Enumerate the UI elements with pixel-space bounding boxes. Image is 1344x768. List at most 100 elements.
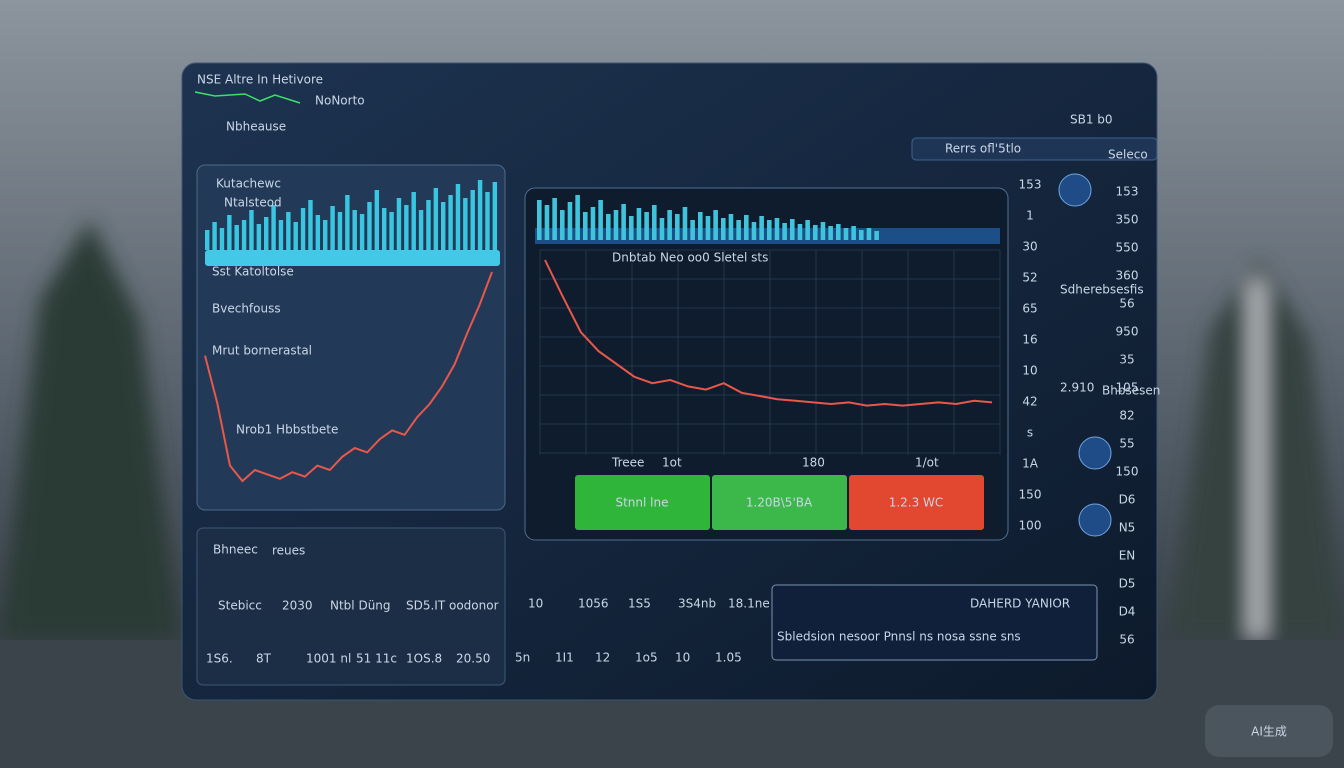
chart-caption: Dnbtab Neo oo0 Sletel sts	[612, 251, 768, 265]
column-value: 1	[1026, 209, 1034, 223]
column-value: 56	[1119, 297, 1134, 311]
bar	[286, 212, 291, 250]
bar	[374, 190, 380, 250]
x-label: 1ot	[662, 456, 682, 470]
bar	[575, 195, 580, 240]
bottom-panel	[196, 527, 506, 686]
icon-button[interactable]	[1058, 173, 1092, 207]
icon-button[interactable]	[1078, 503, 1112, 537]
bar	[652, 205, 657, 240]
column-label: 2.910	[1060, 381, 1094, 395]
bar	[352, 210, 357, 250]
search-bar[interactable]	[911, 137, 1158, 161]
bar	[698, 212, 703, 240]
row-value: 12	[595, 651, 610, 665]
header-sparkline	[194, 91, 301, 104]
bar	[337, 212, 343, 250]
bar	[426, 200, 431, 250]
panel-label: Nrob1 Hbbstbete	[236, 423, 338, 437]
button-label: Stnnl lne	[615, 496, 668, 510]
bar	[477, 180, 483, 250]
bar	[256, 224, 262, 250]
button-label: 1.20B\5'BA	[746, 496, 813, 510]
bar	[621, 204, 626, 240]
column-value: EN	[1119, 549, 1136, 563]
bar	[212, 222, 217, 250]
bar	[359, 214, 365, 250]
column-value: 10	[1022, 364, 1037, 378]
bar	[330, 206, 335, 250]
bar	[382, 208, 387, 250]
row-value: 1I1	[555, 651, 574, 665]
panel-title: Bhneec	[213, 543, 258, 557]
bar	[560, 210, 565, 240]
bar	[606, 214, 611, 240]
bar	[367, 202, 372, 250]
column-label: Sdherebsesfis	[1060, 283, 1144, 297]
column-value: 65	[1022, 302, 1037, 316]
column-value: 150	[1116, 465, 1139, 479]
price-line	[204, 271, 493, 483]
row-value: 51 11c	[356, 652, 397, 666]
bar	[774, 218, 780, 240]
panel-tag: reues	[272, 544, 305, 558]
action-button[interactable]	[849, 475, 984, 530]
bar	[293, 222, 298, 250]
icon-button[interactable]	[1078, 436, 1112, 470]
x-label: Treee	[611, 456, 644, 470]
alert-title: DAHERD YANIOR	[970, 597, 1070, 611]
bar	[404, 205, 409, 250]
row-value: 10	[528, 597, 543, 611]
bar	[659, 218, 665, 240]
bar	[874, 231, 879, 240]
column-value: 82	[1119, 409, 1134, 423]
panel-label: Mrut bornerastal	[212, 344, 312, 358]
bar	[859, 230, 864, 240]
bar	[782, 223, 787, 240]
column-value: 52	[1022, 271, 1037, 285]
action-button[interactable]	[575, 475, 710, 530]
bar	[567, 202, 573, 240]
bar	[866, 228, 872, 240]
bar	[598, 200, 603, 240]
bar	[433, 188, 439, 250]
row-value: 1001 nl	[306, 652, 351, 666]
button-label: 1.2.3 WC	[889, 496, 944, 510]
bar	[675, 214, 680, 240]
bar	[227, 215, 232, 250]
bar	[590, 207, 596, 240]
row-value: 3S4nb	[678, 597, 716, 611]
bar	[418, 210, 424, 250]
column-value: 950	[1116, 325, 1139, 339]
bar	[713, 210, 718, 240]
row-value: 20.50	[456, 652, 490, 666]
action-button[interactable]	[712, 475, 847, 530]
app-subtitle: NoNorto	[315, 94, 365, 108]
bar	[721, 218, 726, 240]
row-value: 8T	[256, 652, 272, 666]
watermark: AI生成	[1251, 725, 1287, 739]
bar	[552, 198, 557, 240]
column-value: 30	[1022, 240, 1037, 254]
bar	[682, 207, 688, 240]
column-value: 150	[1019, 488, 1042, 502]
bar	[820, 222, 826, 240]
row-value: Stebicc	[218, 599, 262, 613]
price-line	[544, 259, 993, 407]
column-value: s	[1027, 426, 1033, 440]
alert-panel	[771, 584, 1098, 661]
column-value: 360	[1116, 269, 1139, 283]
row-value: 18.1ne	[728, 597, 770, 611]
column-value: 550	[1116, 241, 1139, 255]
bar	[323, 220, 328, 250]
panel-label: Sst Katoltolse	[212, 265, 294, 279]
left-scrubber[interactable]	[205, 250, 500, 266]
bar	[751, 222, 757, 240]
column-value: 16	[1022, 333, 1037, 347]
column-value: 56	[1119, 633, 1134, 647]
bar	[264, 217, 269, 250]
bar	[544, 205, 550, 240]
panel-subtitle: Ntalsteod	[224, 196, 282, 210]
